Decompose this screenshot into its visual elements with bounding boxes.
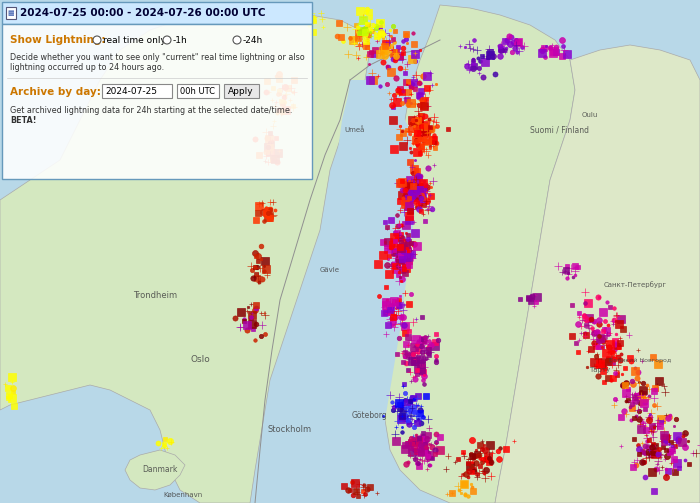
Polygon shape — [335, 80, 415, 480]
Polygon shape — [0, 5, 370, 503]
Text: 2024-07-25 00:00 - 2024-07-26 00:00 UTC: 2024-07-25 00:00 - 2024-07-26 00:00 UTC — [20, 8, 265, 18]
Text: Тарту: Тарту — [589, 367, 610, 373]
Polygon shape — [125, 450, 185, 490]
Text: Stockholm: Stockholm — [268, 426, 312, 435]
Text: 00h UTC: 00h UTC — [180, 87, 215, 96]
Text: Санкт-Петербург: Санкт-Петербург — [603, 282, 666, 288]
Circle shape — [163, 36, 171, 44]
Text: Apply: Apply — [228, 87, 254, 96]
Text: Oslo: Oslo — [190, 356, 210, 365]
Text: -24h: -24h — [243, 36, 263, 44]
Text: Oulu: Oulu — [582, 112, 598, 118]
Text: Gävle: Gävle — [320, 267, 340, 273]
Text: 2024-07-25: 2024-07-25 — [105, 87, 157, 96]
Circle shape — [233, 36, 241, 44]
Polygon shape — [495, 45, 700, 503]
Text: Danmark: Danmark — [142, 465, 178, 474]
FancyBboxPatch shape — [224, 84, 259, 98]
Text: Suomi / Finland: Suomi / Finland — [531, 126, 589, 134]
Text: real time only: real time only — [103, 36, 166, 44]
FancyBboxPatch shape — [2, 2, 312, 24]
FancyBboxPatch shape — [177, 84, 219, 98]
FancyBboxPatch shape — [102, 84, 172, 98]
Text: -1h: -1h — [173, 36, 188, 44]
FancyBboxPatch shape — [6, 7, 16, 19]
Polygon shape — [370, 5, 575, 503]
Text: Decide whether you want to see only "current" real time lightning or also: Decide whether you want to see only "cur… — [10, 52, 304, 61]
FancyBboxPatch shape — [2, 24, 312, 179]
Text: København: København — [163, 492, 202, 498]
Text: Göteborg: Göteborg — [352, 410, 388, 420]
Text: ▦: ▦ — [8, 10, 14, 16]
Text: Archive by day:: Archive by day: — [10, 87, 101, 97]
Text: Великий Новгород: Великий Новгород — [609, 358, 671, 363]
Text: Get archived lightning data for 24h starting at the selected date/time.: Get archived lightning data for 24h star… — [10, 106, 293, 115]
Circle shape — [93, 36, 101, 44]
Text: BETA!: BETA! — [10, 116, 36, 125]
Text: Umeå: Umeå — [345, 127, 365, 133]
Text: Trondheim: Trondheim — [133, 291, 177, 299]
Text: Show Lightning:: Show Lightning: — [10, 35, 106, 45]
Text: lightning occurred up to 24 hours ago.: lightning occurred up to 24 hours ago. — [10, 62, 164, 71]
